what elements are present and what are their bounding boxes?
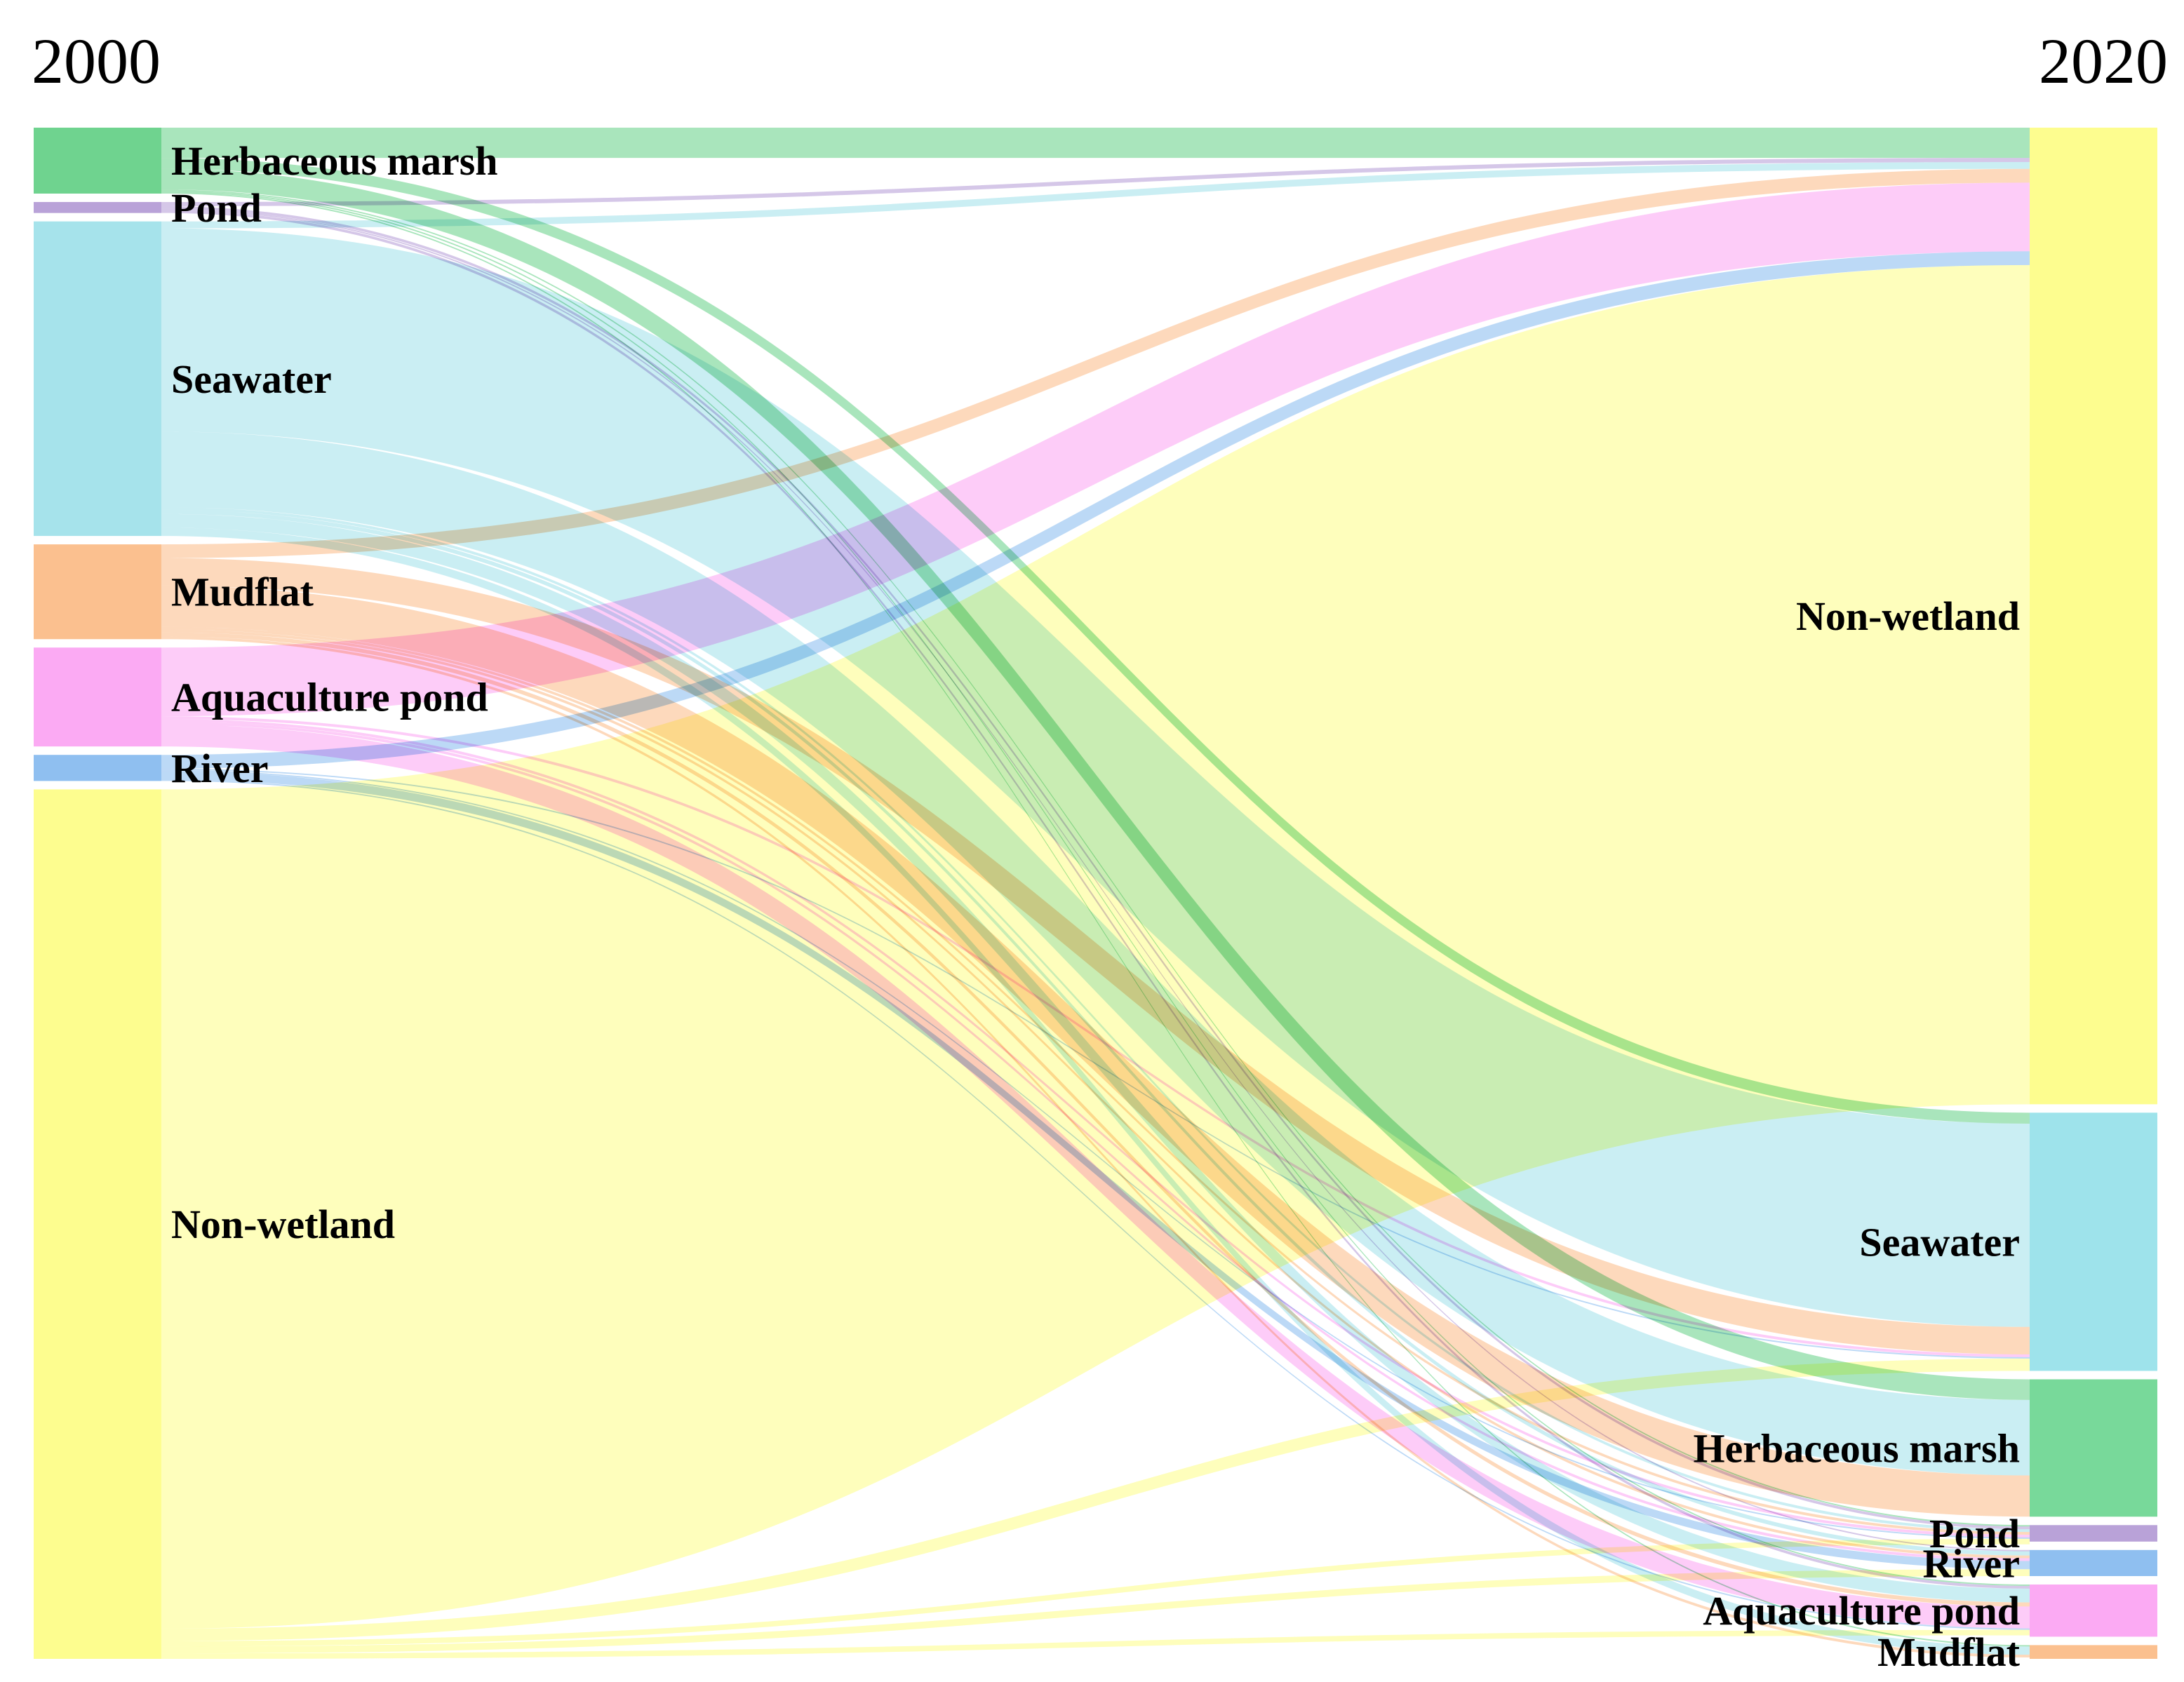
right-node-label-herb: Herbaceous marsh xyxy=(1693,1425,2020,1471)
flow-mud-to-non xyxy=(161,168,2030,558)
left-node-aqua xyxy=(34,647,161,747)
right-node-river xyxy=(2030,1549,2157,1577)
sankey-links xyxy=(161,128,2030,1659)
flow-river-to-non xyxy=(161,251,2030,769)
sankey-nodes xyxy=(34,128,2157,1659)
right-node-mud xyxy=(2030,1645,2157,1659)
left-node-sea xyxy=(34,221,161,537)
right-node-label-river: River xyxy=(1923,1540,2021,1586)
right-node-aqua xyxy=(2030,1585,2157,1637)
left-node-non xyxy=(34,789,161,1659)
flow-non-to-sea xyxy=(161,1358,2030,1641)
left-node-label-pond: Pond xyxy=(171,185,262,231)
right-node-non xyxy=(2030,128,2157,1105)
right-node-pond xyxy=(2030,1525,2157,1542)
right-year-label: 2020 xyxy=(2039,25,2168,97)
left-node-label-sea: Seawater xyxy=(171,356,332,402)
left-node-label-herb: Herbaceous marsh xyxy=(171,138,498,184)
left-node-mud xyxy=(34,544,161,640)
left-node-label-non: Non-wetland xyxy=(171,1202,395,1247)
flow-pond-to-non xyxy=(161,158,2030,206)
right-node-label-aqua: Aquaculture pond xyxy=(1703,1588,2020,1634)
left-node-river xyxy=(34,755,161,781)
flow-non-to-river xyxy=(161,1569,2030,1654)
left-node-label-river: River xyxy=(171,746,269,791)
left-node-label-mud: Mudflat xyxy=(171,570,314,615)
right-node-sea xyxy=(2030,1112,2157,1371)
left-node-pond xyxy=(34,201,161,213)
left-node-herb xyxy=(34,128,161,194)
right-node-label-non: Non-wetland xyxy=(1796,593,2020,639)
right-node-label-sea: Seawater xyxy=(1859,1219,2020,1265)
flow-non-to-pond xyxy=(161,1538,2030,1647)
flow-non-to-aqua xyxy=(161,1629,2030,1659)
sankey-labels: Herbaceous marshPondSeawaterMudflatAquac… xyxy=(171,138,2021,1675)
left-year-label: 2000 xyxy=(32,25,161,97)
left-node-label-aqua: Aquaculture pond xyxy=(171,675,488,720)
flow-non-to-non xyxy=(161,264,2030,1629)
right-node-label-mud: Mudflat xyxy=(1877,1629,2021,1675)
right-node-herb xyxy=(2030,1379,2157,1517)
right-node-label-pond: Pond xyxy=(1929,1511,2020,1556)
flow-aqua-to-non xyxy=(161,182,2030,717)
flow-herb-to-non xyxy=(161,128,2030,159)
flow-sea-to-non xyxy=(161,161,2030,229)
